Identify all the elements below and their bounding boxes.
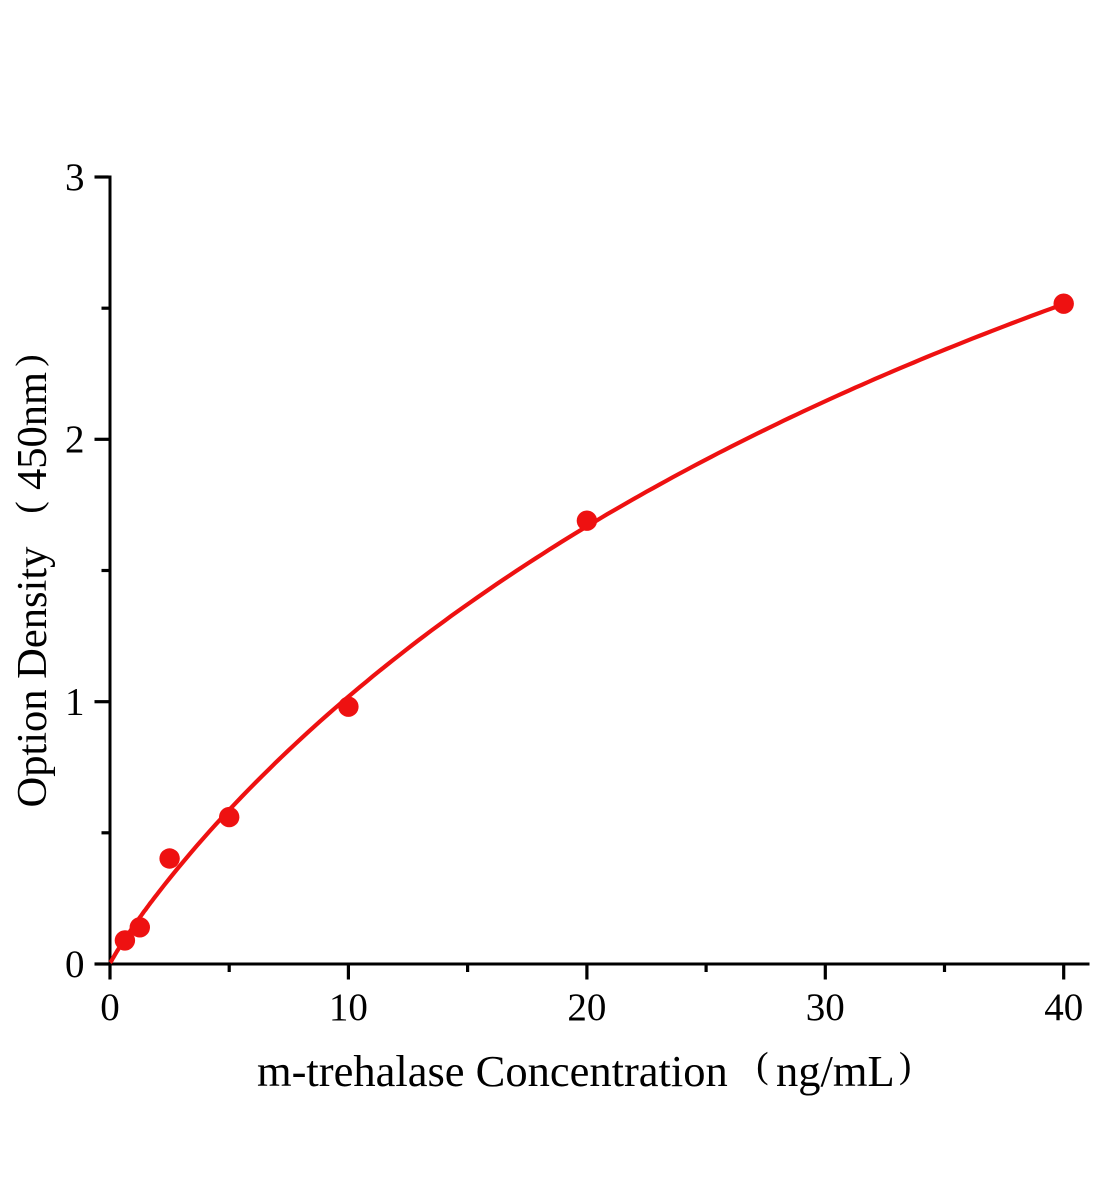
svg-text:1: 1 [65,681,85,724]
svg-text:): ) [899,1045,911,1086]
svg-text:3: 3 [65,156,85,199]
svg-text:ng/mL: ng/mL [776,1046,895,1096]
svg-text:0: 0 [100,986,120,1029]
svg-text:(: ( [9,501,50,513]
svg-text:): ) [9,354,50,366]
svg-text:10: 10 [329,986,368,1029]
svg-text:0: 0 [65,943,85,986]
svg-text:20: 20 [567,986,606,1029]
svg-text:2: 2 [65,418,85,461]
svg-text:Option Density: Option Density [9,546,56,808]
svg-text:(: ( [756,1045,768,1086]
svg-text:30: 30 [806,986,845,1029]
svg-text:40: 40 [1044,986,1083,1029]
svg-text:450nm: 450nm [9,372,56,490]
svg-text:m-trehalase Concentration: m-trehalase Concentration [257,1046,728,1096]
